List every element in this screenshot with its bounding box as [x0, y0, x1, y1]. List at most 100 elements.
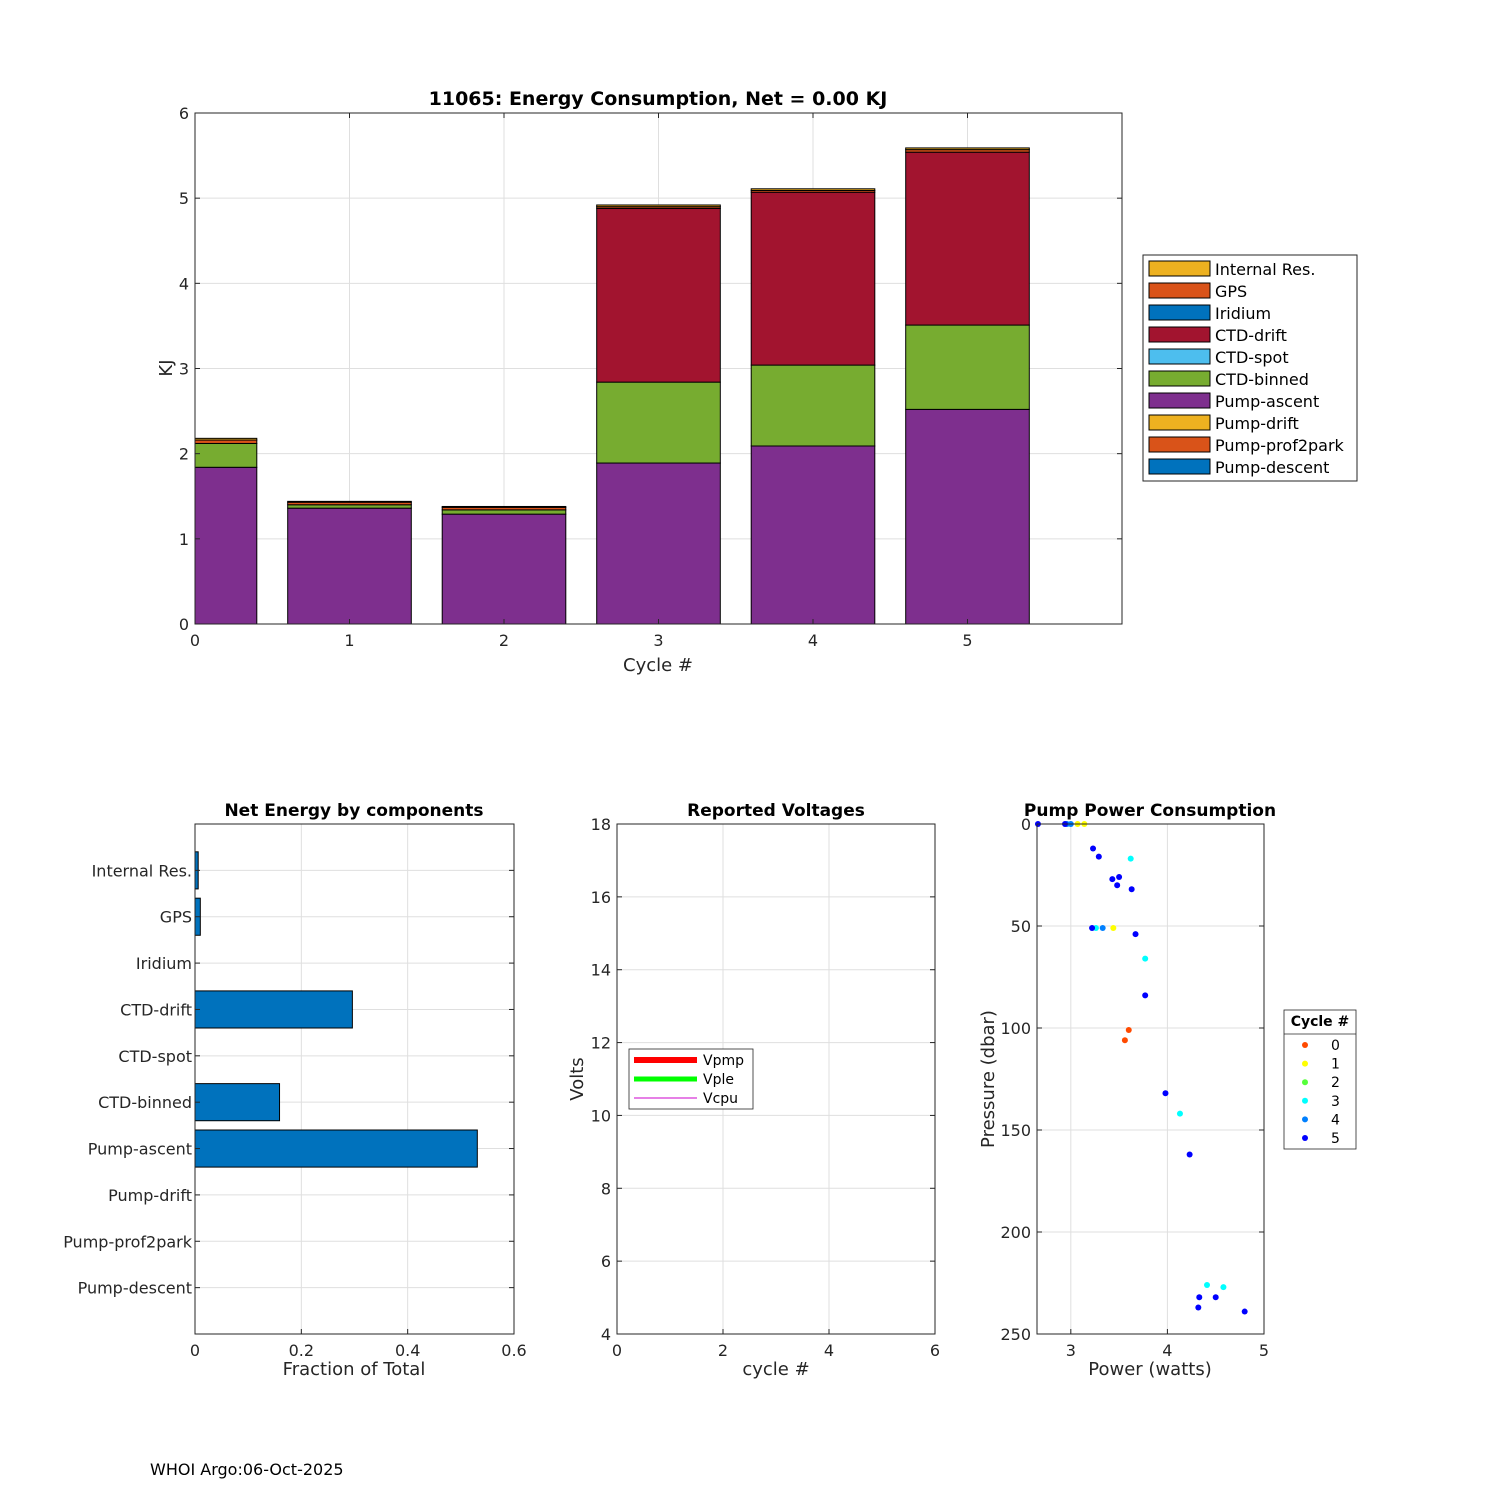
energy-bar-segment: [194, 466, 258, 625]
energy-legend-swatch: [1148, 282, 1211, 299]
pump-tick-label-y: 0: [1021, 815, 1031, 834]
pump-legend-label: 5: [1331, 1131, 1340, 1147]
pump-legend-label: 2: [1331, 1075, 1340, 1091]
pump-point: [1195, 1304, 1202, 1311]
energy-tick-label-y: 4: [179, 274, 189, 293]
energy-bar-segment: [194, 439, 258, 444]
pump-point: [1099, 925, 1106, 932]
energy-legend-swatch: [1148, 414, 1211, 431]
energy-legend-swatch: [1148, 304, 1211, 321]
pump-point: [1186, 1151, 1193, 1158]
pump-point: [1196, 1294, 1203, 1301]
energy-legend-swatch: [1148, 458, 1211, 475]
volts-title: Reported Voltages: [687, 801, 865, 821]
energy-bar-segment: [750, 364, 876, 447]
energy-bar-segment: [905, 151, 1030, 326]
energy-tick-label-x: 2: [499, 631, 509, 650]
energy-tick-label-x: 4: [808, 631, 818, 650]
energy-legend-label: GPS: [1215, 282, 1247, 301]
pump-tick-label-y: 100: [1000, 1019, 1031, 1038]
pump-point: [1095, 853, 1102, 860]
pump-tick-label-x: 3: [1066, 1341, 1076, 1360]
energy-bar-segment: [596, 462, 721, 625]
energy-consumption-chart: 0 1 2 3 4 5 0 1 2 3 4 5 6 11065: Energy Consumption,…: [156, 88, 1358, 676]
net-title: Net Energy by components: [224, 801, 483, 821]
volts-legend-label: Vcpu: [703, 1091, 738, 1107]
pump-axes-frame: [1036, 823, 1265, 1335]
pump-legend-label: 0: [1331, 1038, 1340, 1054]
pump-point: [1121, 1037, 1128, 1044]
pump-point: [1132, 931, 1139, 938]
pump-point: [1114, 882, 1121, 889]
energy-bar-segment: [287, 500, 412, 503]
energy-ticks: 0 1 2 3 4 5 0 1 2 3 4 5 6: [179, 104, 1122, 650]
volts-tick-label-y: 16: [591, 888, 611, 907]
volts-tick-label-x: 0: [612, 1341, 622, 1360]
energy-bar-segment: [194, 437, 258, 441]
energy-xlabel: Cycle #: [623, 655, 693, 676]
energy-bar-segment: [905, 147, 1030, 151]
energy-legend-label: CTD-binned: [1215, 370, 1309, 389]
net-tick-label-x: 0.2: [289, 1341, 314, 1360]
net-tick-label-y: CTD-spot: [118, 1047, 192, 1066]
volts-tick-label-y: 10: [591, 1106, 611, 1125]
energy-legend-label: Pump-prof2park: [1215, 436, 1345, 455]
net-bar: [194, 1129, 478, 1168]
energy-bar-segment: [287, 504, 412, 509]
volts-tick-label-x: 4: [824, 1341, 834, 1360]
pump-legend-marker: [1302, 1135, 1308, 1141]
pump-xlabel: Power (watts): [1088, 1359, 1211, 1380]
pump-point: [1109, 876, 1116, 883]
pump-legend-label: 4: [1331, 1112, 1340, 1128]
energy-bar-segment: [905, 408, 1030, 625]
pump-title: Pump Power Consumption: [1024, 801, 1276, 821]
energy-bar-segment: [596, 204, 721, 208]
energy-bar-segment: [750, 188, 876, 192]
volts-ticks: 0 2 4 6 4 6 8 10 12 14 16 18: [591, 815, 940, 1360]
energy-tick-label-x: 5: [962, 631, 972, 650]
energy-bar-segment: [596, 381, 721, 464]
pump-legend: Cycle # 0 1 2 3 4 5: [1283, 1009, 1357, 1150]
pump-legend-marker: [1302, 1042, 1308, 1048]
energy-legend-label: Pump-drift: [1215, 414, 1299, 433]
footer-stamp: WHOI Argo:06-Oct-2025: [150, 1460, 344, 1479]
pump-point: [1128, 886, 1135, 893]
voltages-chart: 0 2 4 6 4 6 8 10 12 14 16 18 Reported Voltages cycl…: [567, 801, 940, 1380]
pump-point: [1176, 1110, 1183, 1117]
volts-tick-label-y: 12: [591, 1034, 611, 1053]
energy-legend-label: Iridium: [1215, 304, 1271, 323]
pump-tick-label-y: 200: [1000, 1223, 1031, 1242]
volts-tick-label-x: 2: [718, 1341, 728, 1360]
net-tick-label-y: Iridium: [136, 954, 192, 973]
energy-bar-segment: [905, 324, 1030, 410]
energy-bar-segment: [596, 207, 721, 383]
energy-legend-swatch: [1148, 348, 1211, 365]
net-energy-chart: 0 0.2 0.4 0.6 Internal Res. GPS Iridium CTD-dri…: [63, 801, 527, 1380]
pump-point: [1090, 845, 1097, 852]
volts-tick-label-y: 4: [601, 1325, 611, 1344]
energy-bar-segment: [441, 513, 567, 625]
energy-legend-swatch: [1148, 436, 1211, 453]
pump-tick-label-y: 250: [1000, 1325, 1031, 1344]
pump-legend-label: 3: [1331, 1094, 1340, 1110]
pump-tick-label-x: 5: [1259, 1341, 1269, 1360]
energy-bar-segment: [194, 442, 258, 468]
net-tick-label-y: Pump-descent: [78, 1279, 192, 1298]
pump-point: [1142, 955, 1149, 962]
pump-point: [1089, 925, 1096, 932]
net-tick-label-x: 0.6: [501, 1341, 526, 1360]
net-tick-label-y: CTD-binned: [98, 1093, 192, 1112]
volts-legend-label: Vple: [703, 1072, 734, 1088]
net-bar: [194, 990, 353, 1029]
pump-point: [1212, 1294, 1219, 1301]
energy-legend-swatch: [1148, 392, 1211, 409]
pump-point: [1127, 855, 1134, 862]
pump-tick-label-x: 4: [1162, 1341, 1172, 1360]
energy-tick-label-x: 1: [344, 631, 354, 650]
volts-axes-frame: [616, 823, 936, 1335]
net-tick-label-y: CTD-drift: [120, 1000, 192, 1019]
net-tick-label-y: Pump-prof2park: [63, 1232, 193, 1251]
volts-legend-label: Vpmp: [703, 1053, 744, 1069]
